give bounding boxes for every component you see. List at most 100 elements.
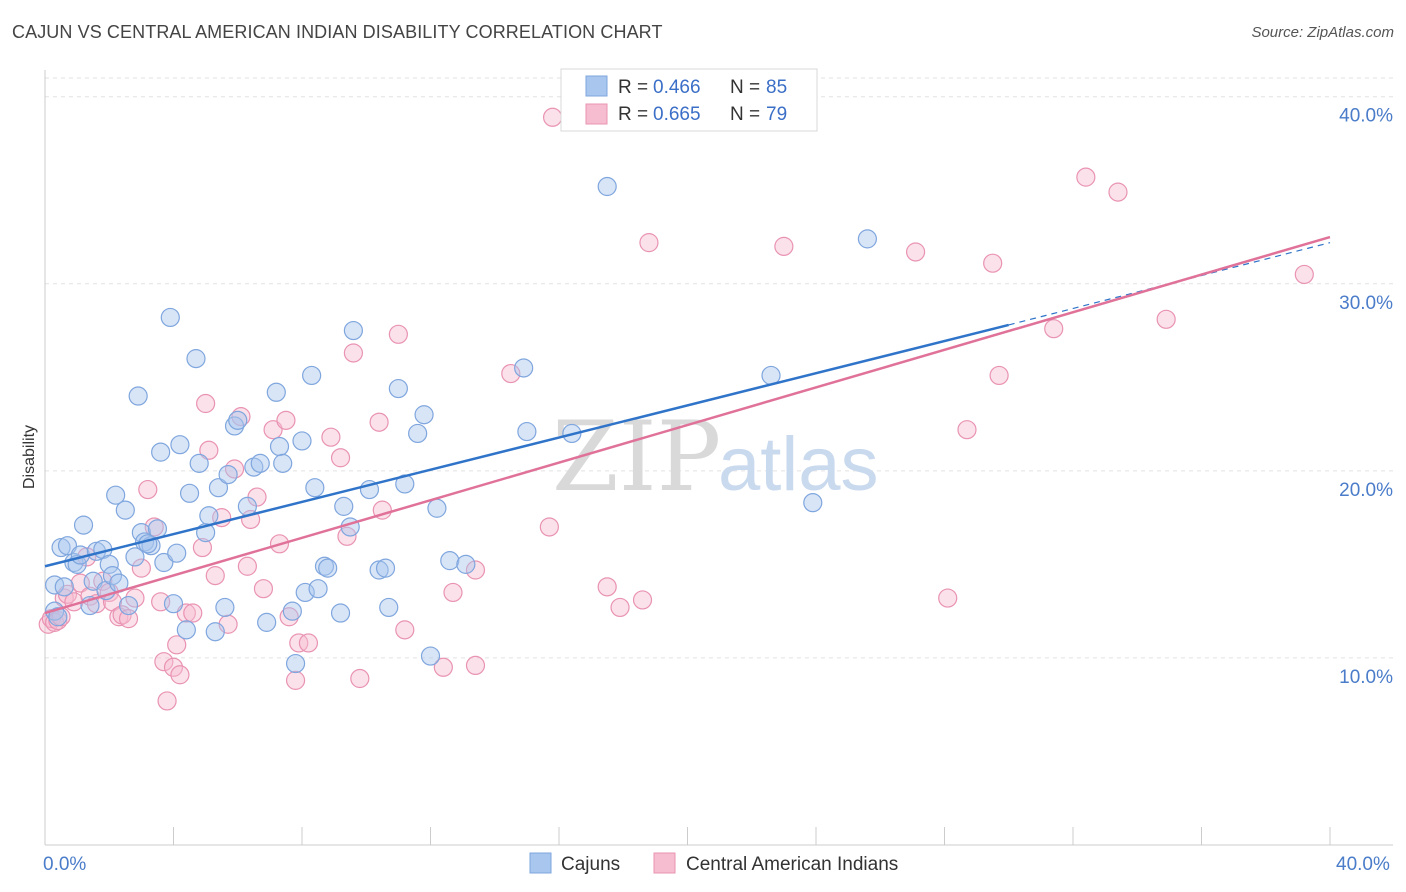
data-point-cajuns [266, 382, 286, 402]
y-tick-labels: 10.0% 20.0% 30.0% 40.0% [1339, 106, 1393, 688]
data-point-central-american-indians [125, 588, 145, 608]
legend-n-label-cajuns: N = [730, 77, 760, 98]
data-point-central-american-indians [465, 560, 486, 580]
data-point-cajuns [250, 453, 270, 473]
data-point-cajuns [118, 595, 139, 616]
chart-title: CAJUN VS CENTRAL AMERICAN INDIAN DISABIL… [12, 22, 663, 42]
data-point-cajuns [257, 612, 277, 632]
data-point-central-american-indians [957, 420, 977, 440]
legend-bottom-swatch-cai [653, 852, 676, 874]
legend-bottom: Cajuns Central American Indians [529, 852, 898, 875]
data-point-cajuns [273, 453, 293, 473]
data-point-cajuns [597, 176, 617, 197]
data-point-central-american-indians [298, 633, 319, 653]
legend-r-label-cajuns: R = [618, 77, 648, 98]
data-point-central-american-indians [1044, 319, 1064, 339]
legend-r-value-cajuns: 0.466 [653, 77, 701, 98]
data-point-central-american-indians [237, 556, 257, 576]
data-point-cajuns [189, 453, 209, 473]
y-axis-label: Disability [21, 425, 38, 489]
x-tick-label-min: 0.0% [43, 854, 86, 875]
data-point-cajuns [163, 594, 184, 614]
data-point-central-american-indians [154, 652, 174, 672]
data-point-central-american-indians [205, 566, 225, 586]
data-point-cajuns [125, 547, 145, 567]
data-point-cajuns [179, 483, 200, 503]
data-point-cajuns [237, 496, 257, 516]
axes [44, 70, 1393, 846]
data-point-central-american-indians [263, 420, 283, 440]
data-point-cajuns [224, 416, 245, 436]
data-point-central-american-indians [279, 607, 299, 627]
data-point-cajuns [199, 506, 219, 526]
legend-swatch-cai [585, 103, 608, 125]
data-point-cajuns [379, 597, 399, 618]
data-point-central-american-indians [170, 665, 190, 685]
data-point-cajuns [314, 556, 335, 576]
data-point-cajuns [102, 566, 123, 586]
legend-n-value-cajuns: 85 [766, 77, 787, 98]
data-point-central-american-indians [632, 590, 653, 610]
data-point-central-american-indians [610, 597, 630, 618]
data-point-central-american-indians [938, 588, 958, 608]
data-point-cajuns [857, 229, 878, 249]
data-point-cajuns [160, 307, 180, 328]
data-point-central-american-indians [330, 448, 351, 468]
data-point-central-american-indians [539, 517, 559, 537]
data-point-cajuns [282, 601, 302, 621]
x-tick-label-max: 40.0% [1336, 854, 1390, 875]
data-point-cajuns [295, 582, 315, 603]
data-point-cajuns [176, 620, 196, 640]
data-point-cajuns [83, 571, 103, 591]
data-point-cajuns [334, 496, 354, 516]
data-point-central-american-indians [289, 633, 309, 653]
data-point-central-american-indians [231, 407, 251, 427]
data-point-cajuns [285, 653, 306, 674]
legend-bottom-label-cai: Central American Indians [686, 854, 898, 875]
data-point-cajuns [228, 410, 248, 430]
data-point-cajuns [440, 551, 460, 571]
data-point-cajuns [343, 320, 363, 341]
data-point-cajuns [186, 349, 206, 369]
data-point-central-american-indians [253, 579, 274, 599]
data-point-cajuns [414, 405, 434, 425]
data-point-cajuns [128, 386, 148, 406]
data-point-central-american-indians [131, 558, 151, 578]
data-point-cajuns [215, 597, 235, 618]
data-point-cajuns [318, 558, 338, 578]
data-point-central-american-indians [1076, 167, 1096, 187]
data-point-cajuns [54, 577, 74, 597]
data-point-cajuns [375, 558, 396, 578]
data-point-cajuns [208, 478, 229, 498]
data-point-cajuns [269, 436, 290, 457]
data-point-cajuns [115, 500, 135, 520]
data-point-central-american-indians [192, 537, 213, 558]
data-point-central-american-indians [163, 657, 184, 677]
series-cajuns [45, 176, 878, 674]
legend-r-value-cai: 0.665 [653, 104, 701, 125]
data-point-cajuns [388, 378, 408, 399]
trend-line-cajuns [44, 323, 1010, 568]
legend-n-label-cai: N = [730, 104, 760, 125]
legend-swatch-cajuns [585, 75, 608, 97]
data-point-cajuns [456, 554, 476, 574]
data-point-central-american-indians [157, 691, 177, 711]
data-point-cajuns [57, 536, 78, 556]
data-point-central-american-indians [196, 393, 216, 414]
data-point-central-american-indians [388, 324, 408, 344]
watermark-atlas: atlas [718, 422, 879, 507]
data-point-cajuns [302, 365, 322, 386]
data-point-central-american-indians [118, 609, 139, 629]
data-point-central-american-indians [167, 635, 187, 655]
y-tick-label: 20.0% [1339, 480, 1393, 501]
data-point-central-american-indians [983, 253, 1003, 273]
data-point-cajuns [330, 603, 351, 623]
data-point-central-american-indians [183, 603, 203, 623]
data-point-cajuns [427, 498, 447, 518]
data-point-central-american-indians [1156, 309, 1176, 329]
data-point-cajuns [154, 552, 174, 573]
data-point-central-american-indians [343, 343, 363, 363]
data-point-central-american-indians [465, 655, 486, 676]
data-point-central-american-indians [350, 668, 370, 689]
